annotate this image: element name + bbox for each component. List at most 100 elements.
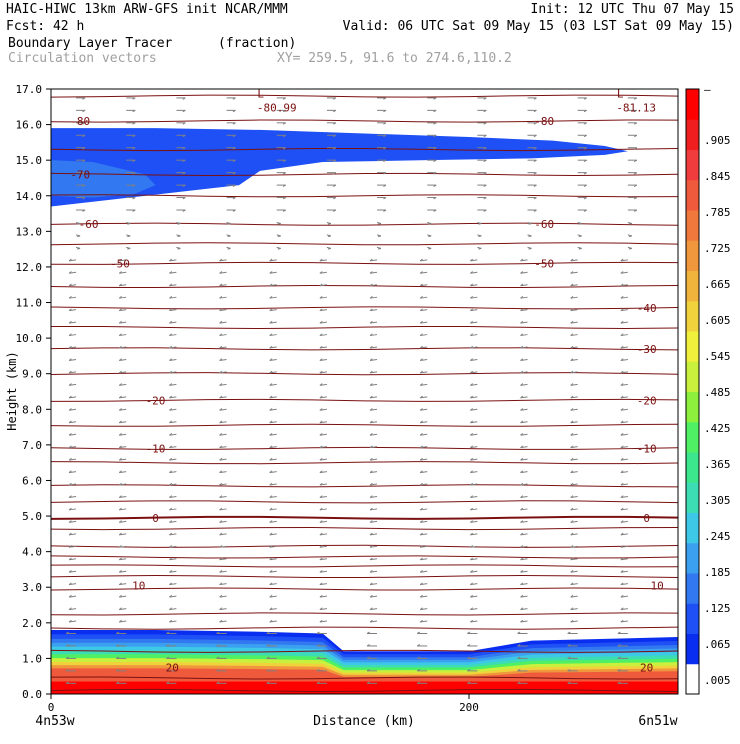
colorbar-label: .125 — [704, 602, 731, 615]
circulation-vector-head — [520, 283, 524, 287]
circulation-vector-head — [82, 134, 86, 138]
circulation-vector-head — [266, 668, 270, 672]
circulation-vector — [69, 309, 77, 312]
circulation-vector-head — [369, 320, 373, 324]
circulation-vector — [319, 471, 327, 474]
circulation-vector-head — [219, 258, 223, 262]
circulation-vector-head — [416, 668, 421, 672]
circulation-vector — [169, 620, 177, 623]
contour-label: 10 — [132, 579, 145, 592]
circulation-vector-head — [118, 395, 122, 399]
circulation-vector-head — [269, 445, 273, 449]
y-tick-label: 0.0 — [22, 688, 42, 701]
circulation-vector-head — [333, 209, 337, 212]
circulation-vector — [369, 583, 378, 586]
circulation-vector — [369, 334, 378, 337]
circulation-vector-head — [68, 619, 72, 623]
circulation-vector — [269, 271, 277, 274]
circulation-vector-head — [269, 333, 273, 336]
circulation-vector — [620, 508, 628, 511]
upper-tracer-core — [51, 160, 156, 198]
circulation-vector-head — [620, 520, 624, 523]
circulation-vector-head — [433, 134, 437, 138]
circulation-vector-head — [419, 395, 423, 399]
colorbar-label: .485 — [704, 386, 731, 399]
circulation-vector-head — [533, 147, 537, 150]
circulation-vector-head — [617, 681, 621, 684]
circulation-vector — [520, 259, 528, 262]
circulation-vector-head — [419, 457, 423, 461]
circulation-vector-head — [269, 395, 273, 399]
y-tick-label: 14.0 — [16, 190, 43, 203]
circulation-vector-head — [620, 420, 624, 424]
circulation-vector — [369, 570, 378, 573]
circulation-vector-head — [169, 271, 173, 274]
circulation-vector-head — [182, 97, 186, 100]
circulation-vector-head — [470, 271, 474, 274]
circulation-vector-head — [419, 345, 423, 349]
circulation-vector — [169, 358, 177, 361]
circulation-vector — [470, 595, 478, 598]
circulation-vector — [570, 620, 578, 623]
circulation-vector-head — [269, 283, 273, 287]
circulation-vector-head — [369, 520, 373, 523]
circulation-vector-head — [520, 420, 524, 424]
circulation-vector — [570, 446, 578, 449]
circulation-vector-head — [419, 370, 423, 374]
circulation-vector-head — [583, 134, 587, 138]
circulation-vector-head — [118, 308, 122, 312]
circulation-vector — [169, 383, 177, 386]
circulation-vector-head — [282, 147, 286, 150]
circulation-vector-head — [428, 235, 432, 238]
circulation-vector — [520, 483, 528, 486]
circulation-vector-head — [169, 308, 173, 312]
circulation-vector-head — [219, 295, 223, 299]
circulation-vector-head — [219, 408, 223, 411]
circulation-vector-head — [419, 619, 423, 623]
circulation-vector — [169, 259, 177, 262]
circulation-vector-head — [483, 109, 487, 113]
circulation-vector-head — [269, 495, 273, 498]
circulation-vector-head — [570, 532, 574, 536]
circulation-vector-head — [620, 295, 624, 299]
circulation-vector-head — [520, 271, 524, 274]
circulation-vector-head — [68, 370, 72, 374]
circulation-vector-head — [633, 134, 638, 138]
circulation-vector-head — [520, 482, 524, 486]
circulation-vector-head — [219, 545, 223, 548]
circulation-vector-head — [483, 147, 487, 150]
circulation-vector — [269, 358, 277, 361]
circulation-vector-head — [219, 470, 223, 473]
circulation-vector-head — [216, 644, 220, 647]
circulation-vector-head — [369, 295, 373, 299]
circulation-vector-head — [232, 197, 236, 200]
colorbar-swatch — [686, 482, 699, 513]
circulation-vector-head — [570, 433, 574, 436]
circulation-vector — [319, 433, 327, 436]
circulation-vector-head — [319, 570, 323, 573]
circulation-vector-head — [68, 582, 72, 586]
circulation-vector — [69, 433, 77, 436]
circulation-vector-head — [118, 383, 122, 386]
circulation-vector-head — [219, 532, 223, 536]
circulation-vector-head — [483, 134, 487, 138]
circulation-vector — [319, 309, 327, 312]
circulation-vector — [319, 284, 327, 287]
circulation-vector — [219, 520, 227, 523]
circulation-vector-head — [127, 222, 131, 225]
circulation-vector-head — [232, 184, 236, 187]
circulation-vector-head — [333, 172, 337, 175]
circulation-vector — [269, 595, 277, 598]
circulation-vector-head — [366, 644, 370, 647]
circulation-vector-head — [483, 197, 487, 200]
circulation-vector — [369, 396, 378, 399]
circulation-vector-head — [567, 644, 571, 647]
circulation-vector — [219, 508, 227, 511]
circulation-vector — [520, 284, 528, 287]
circulation-vector-head — [269, 520, 273, 523]
circulation-vector-head — [68, 408, 72, 411]
circulation-vector-head — [470, 557, 474, 561]
circulation-vector — [369, 471, 378, 474]
circulation-vector — [369, 595, 378, 598]
circulation-vector-head — [316, 681, 320, 684]
